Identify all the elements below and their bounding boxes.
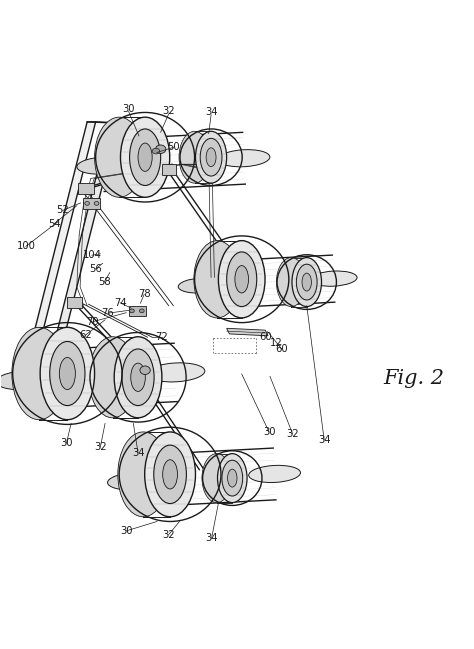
Text: 34: 34 [205,533,218,543]
Ellipse shape [89,337,137,418]
Ellipse shape [122,349,154,406]
Ellipse shape [310,271,357,286]
Ellipse shape [196,131,227,183]
Polygon shape [78,183,94,193]
Text: 54: 54 [48,219,61,228]
Text: 58: 58 [98,277,110,287]
Ellipse shape [154,445,186,504]
Ellipse shape [202,454,231,502]
Polygon shape [67,297,82,308]
Ellipse shape [249,465,301,482]
Ellipse shape [179,131,210,183]
Ellipse shape [120,117,170,197]
Ellipse shape [152,148,160,154]
Polygon shape [162,164,176,175]
Ellipse shape [194,241,240,318]
Ellipse shape [146,363,205,382]
Ellipse shape [219,241,265,318]
Text: 74: 74 [114,298,127,308]
Ellipse shape [178,278,225,293]
Text: 32: 32 [94,442,107,452]
Ellipse shape [222,460,243,496]
Text: 50: 50 [167,142,180,153]
Ellipse shape [50,341,85,406]
Ellipse shape [302,273,311,291]
Ellipse shape [155,145,166,153]
Ellipse shape [138,143,152,171]
Polygon shape [128,306,146,316]
Ellipse shape [296,264,317,300]
Ellipse shape [145,432,195,517]
Ellipse shape [235,265,248,293]
Text: 104: 104 [82,251,101,260]
Text: 60: 60 [275,344,288,354]
Text: 30: 30 [122,104,135,114]
Polygon shape [30,122,96,350]
Text: 32: 32 [286,429,299,439]
Ellipse shape [131,363,146,391]
Ellipse shape [108,472,159,490]
Text: 30: 30 [263,427,275,437]
Ellipse shape [0,371,54,390]
Text: 70: 70 [86,317,99,326]
Text: 34: 34 [205,107,218,117]
Ellipse shape [200,138,222,176]
Ellipse shape [276,258,306,306]
Ellipse shape [218,454,247,502]
Text: 78: 78 [138,289,150,299]
Ellipse shape [227,252,257,306]
Text: 60: 60 [259,332,272,342]
Text: 72: 72 [155,332,168,342]
Text: 52: 52 [56,206,69,215]
Ellipse shape [85,201,90,205]
Text: 100: 100 [17,241,36,251]
Polygon shape [227,328,268,336]
Text: 32: 32 [163,530,175,540]
Text: 34: 34 [318,435,330,445]
Ellipse shape [139,309,144,313]
Ellipse shape [114,337,162,418]
Text: 12: 12 [270,338,283,349]
Ellipse shape [206,148,216,167]
Polygon shape [83,198,100,208]
Ellipse shape [77,157,128,174]
Ellipse shape [129,129,161,186]
Ellipse shape [218,150,270,167]
Text: Fig. 2: Fig. 2 [383,369,444,388]
Ellipse shape [40,327,95,420]
Ellipse shape [129,309,134,313]
Ellipse shape [95,117,144,197]
Ellipse shape [292,258,321,306]
Text: 30: 30 [60,438,73,448]
Ellipse shape [228,469,237,487]
Text: 30: 30 [120,526,133,536]
Text: 76: 76 [101,308,114,318]
Ellipse shape [12,327,66,420]
Text: 34: 34 [132,448,144,458]
Text: 32: 32 [163,106,175,116]
Text: 62: 62 [79,330,91,340]
Ellipse shape [163,459,177,489]
Polygon shape [52,123,118,351]
Ellipse shape [140,366,150,374]
Ellipse shape [59,358,75,389]
Ellipse shape [118,432,169,517]
Ellipse shape [94,201,99,205]
Text: 56: 56 [89,264,102,274]
